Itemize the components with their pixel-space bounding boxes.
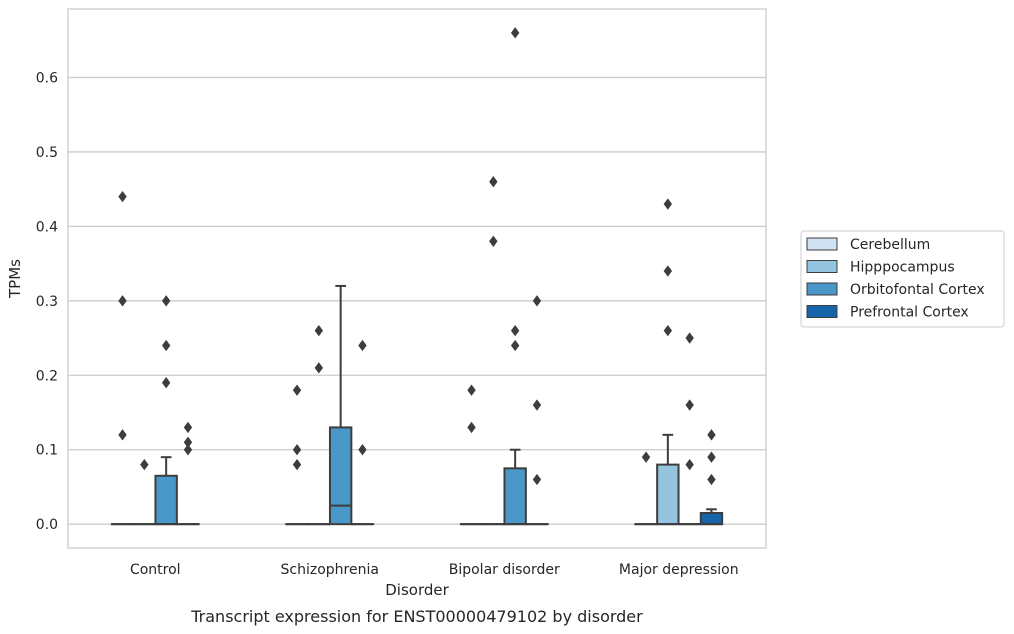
legend-swatch [806,305,838,318]
box-group [154,295,178,526]
box-group [699,429,724,526]
outlier-point [510,324,520,337]
outlier-point [183,421,193,434]
y-axis-ticks: 0.0 0.1 0.2 0.3 0.4 0.5 0.6 [36,70,58,533]
box-group [634,451,658,526]
y-tick-label: 0.2 [36,368,58,384]
box-group [525,295,549,526]
box [503,467,527,526]
outlier-point [489,176,498,188]
outlier-point [183,436,193,448]
legend-label: Orbitofontal Cortex [850,282,985,298]
outlier-point [467,421,476,434]
box-group [132,458,157,526]
y-tick-label: 0.4 [36,219,58,235]
outlier-point [314,362,324,374]
outlier-point [183,444,193,456]
outlier-point [292,384,302,396]
box-group [503,27,527,526]
legend-label: Cerebellum [850,237,930,253]
box [328,426,353,526]
x-tick-label: Bipolar disorder [449,562,560,578]
box-group [350,339,375,526]
outlier-point [161,339,171,352]
grid-lines [68,76,766,525]
x-tick-label: Major depression [619,562,739,578]
outlier-point [510,339,520,352]
outlier-point [118,295,127,307]
outlier-point [532,295,542,307]
box [699,512,724,526]
chart-caption: Transcript expression for ENST0000047910… [190,607,643,626]
outlier-point [707,473,716,486]
outlier-point [532,399,542,411]
legend: Cerebellum Hipppocampus Orbitofontal Corte… [800,230,1005,328]
outlier-point [118,190,127,203]
legend-swatch [806,260,838,273]
box-group [307,324,331,526]
x-tick-label: Schizophrenia [281,562,379,578]
outlier-point [161,377,171,389]
box-group [459,384,484,526]
outlier-point [663,324,673,337]
y-tick-label: 0.6 [36,70,58,86]
plot-marks [110,27,724,526]
box-group [328,284,353,526]
outlier-point [140,458,149,471]
outlier-point [641,451,651,463]
outlier-point [358,339,367,352]
outlier-point [707,429,716,441]
outlier-point [489,235,498,247]
box-group [481,176,506,526]
outlier-point [663,265,673,277]
y-tick-label: 0.0 [36,517,58,533]
outlier-point [467,384,476,396]
legend-swatch [806,282,838,296]
outlier-point [685,332,694,344]
box-group [285,384,309,526]
outlier-point [314,324,324,337]
y-axis-label: TPMs [6,259,24,299]
box-group [176,421,200,526]
outlier-point [358,444,367,456]
plot-frame [67,8,767,549]
outlier-point [118,429,127,441]
outlier-point [292,444,302,456]
outlier-point [532,473,542,486]
box-group [110,190,135,526]
y-tick-label: 0.3 [36,294,58,310]
box-group [656,198,680,526]
legend-label: Hipppocampus [850,260,955,276]
legend-swatch [806,237,838,251]
x-axis-ticks: Control Schizophrenia Bipolar disorder Majo… [130,562,739,578]
x-tick-label: Control [130,562,181,578]
outlier-point [663,198,673,210]
outlier-point [292,458,302,471]
outlier-point [161,295,171,307]
outlier-point [707,451,716,463]
legend-frame [800,230,1005,328]
outlier-point [510,27,520,39]
legend-label: Prefrontal Cortex [850,305,969,321]
box [154,474,178,526]
x-axis-label: Disorder [385,581,449,599]
y-tick-label: 0.1 [36,443,58,459]
outlier-point [685,458,694,471]
y-tick-label: 0.5 [36,145,58,161]
outlier-point [685,399,694,411]
box [656,463,680,526]
box-group [677,332,702,526]
